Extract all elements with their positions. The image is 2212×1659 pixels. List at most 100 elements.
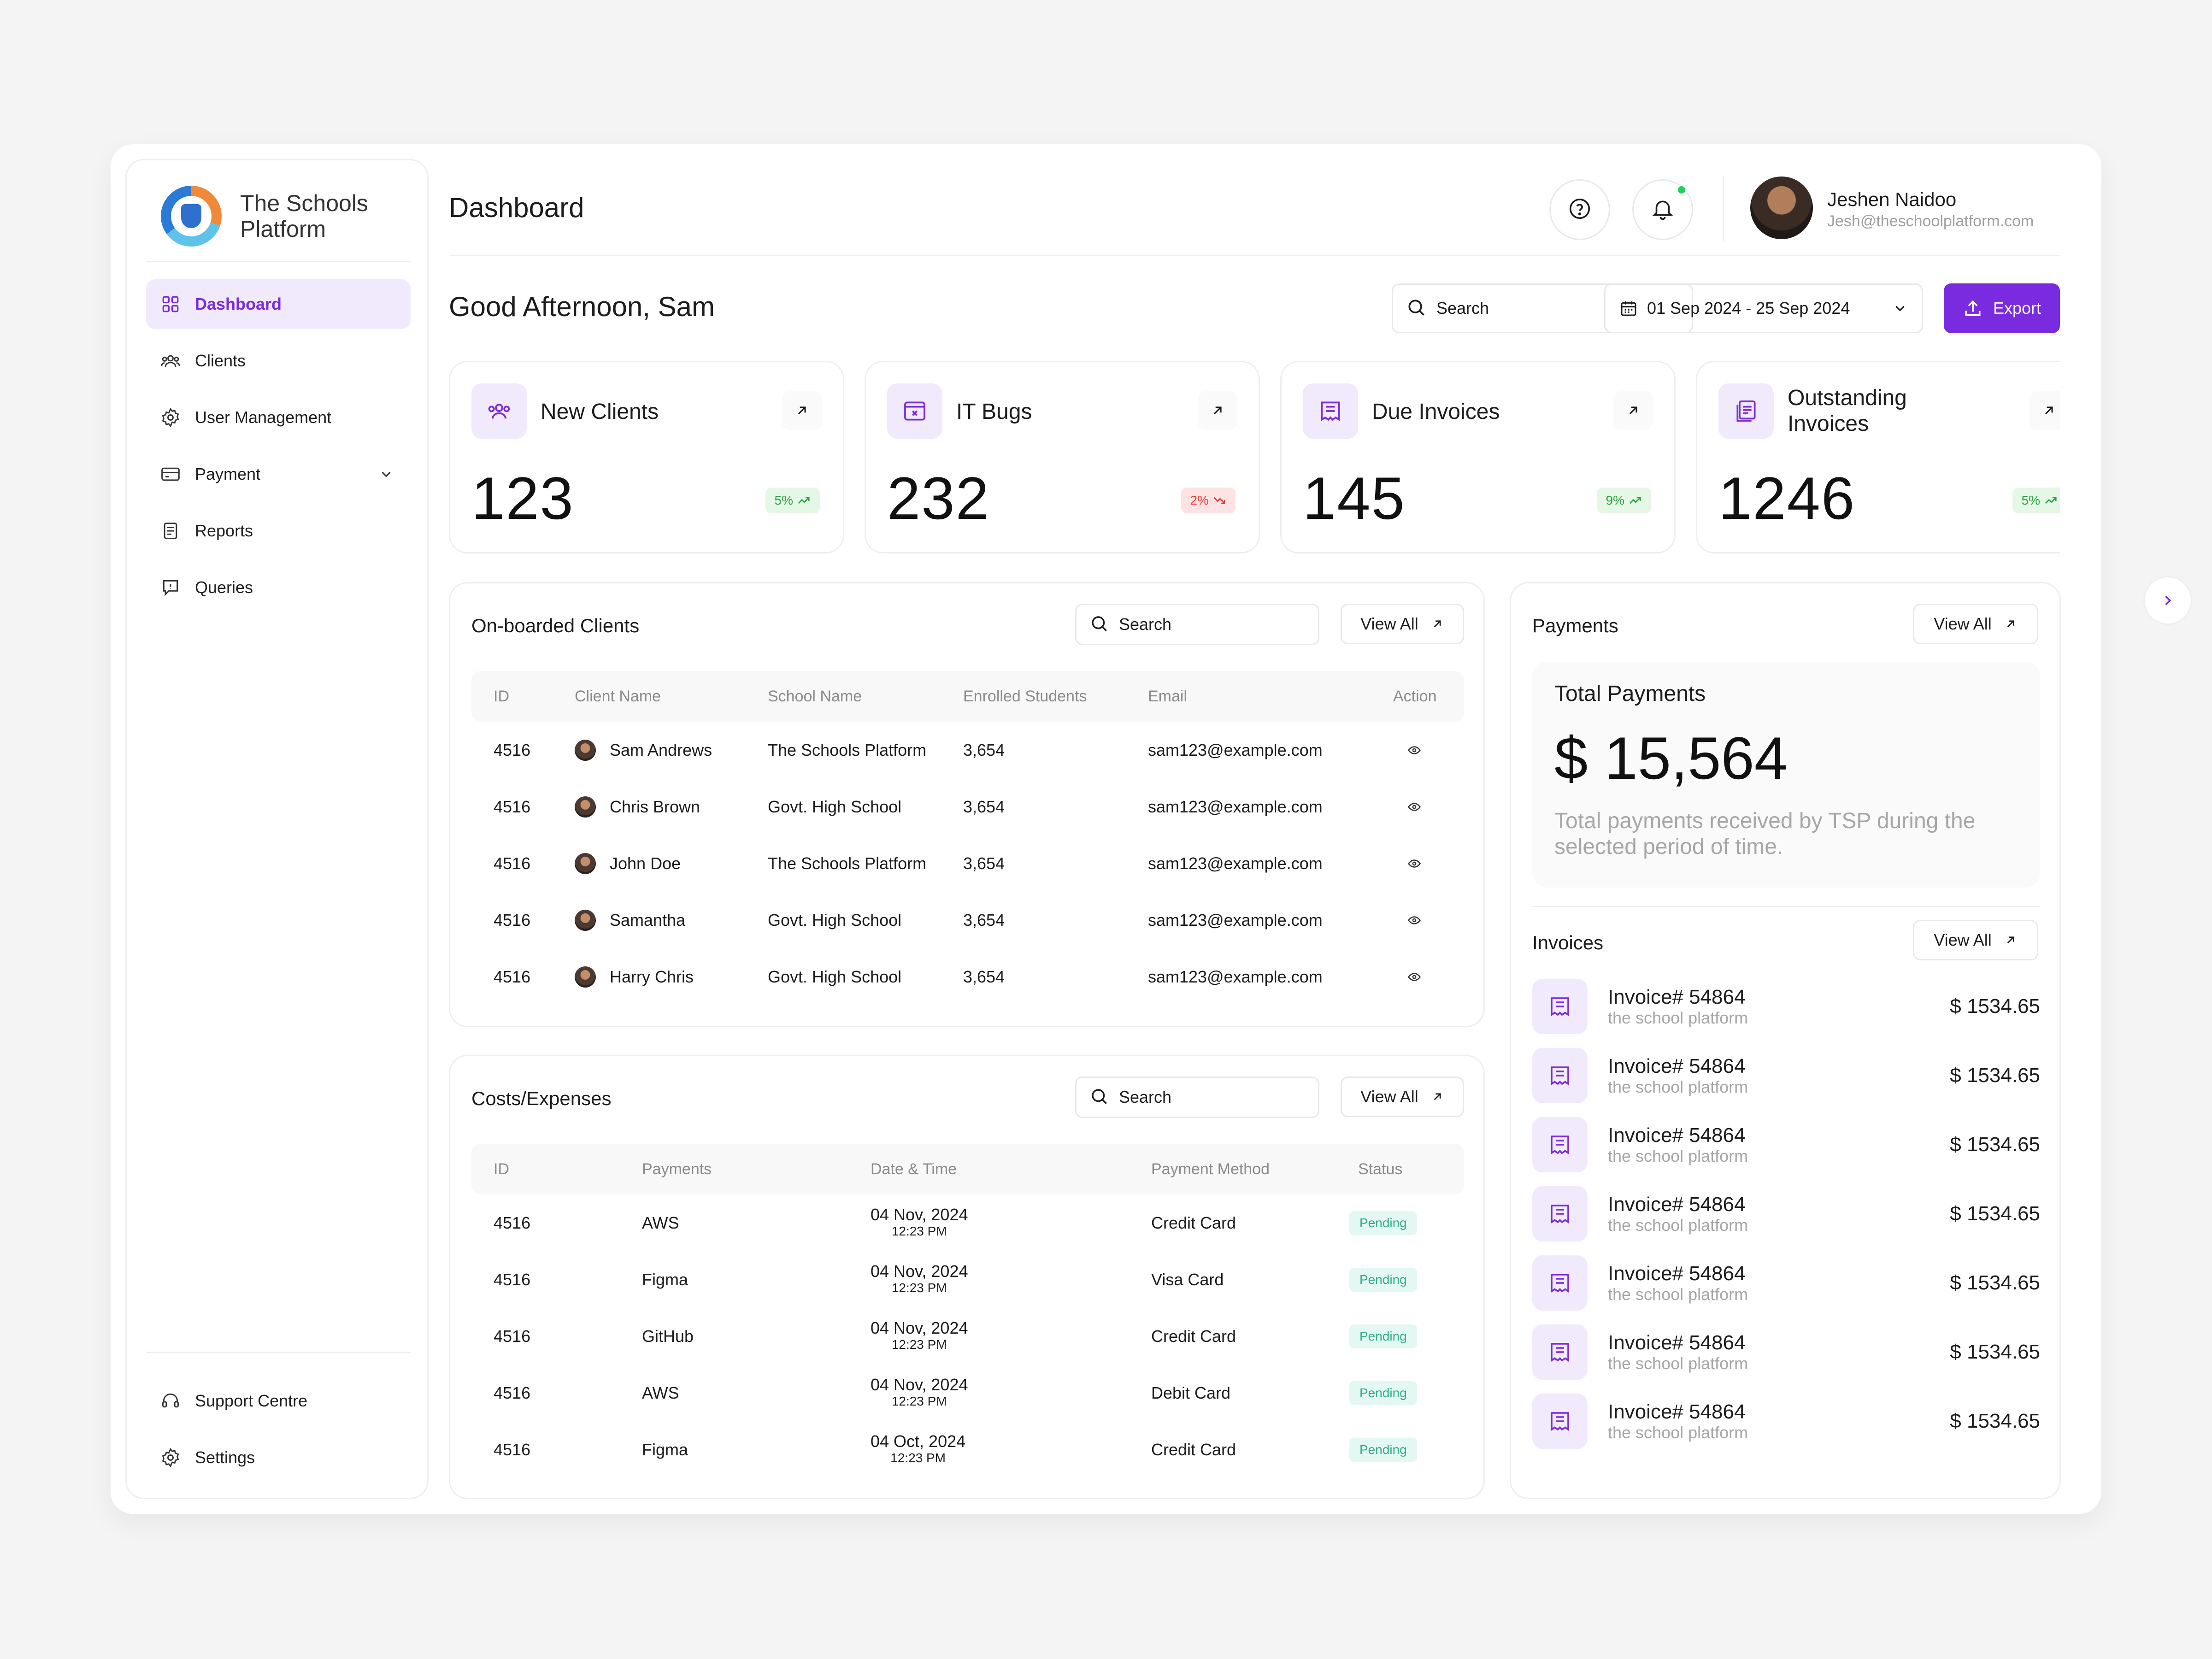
search-input[interactable] bbox=[1119, 1088, 1290, 1107]
arrow-up-right-icon[interactable] bbox=[1613, 391, 1653, 430]
sidebar-item-label: Dashboard bbox=[195, 294, 282, 313]
sidebar-item-label: Payment bbox=[195, 465, 261, 483]
export-button[interactable]: Export bbox=[1944, 283, 2060, 333]
cell-email: sam123@example.com bbox=[1148, 740, 1323, 759]
view-all-button[interactable]: View All bbox=[1341, 1077, 1464, 1117]
chevron-down-icon[interactable] bbox=[378, 466, 395, 482]
eye-icon[interactable] bbox=[1401, 737, 1427, 763]
table-row[interactable]: 4516 Chris Brown Govt. High School 3,654 sam… bbox=[471, 778, 1464, 835]
users-icon bbox=[471, 383, 527, 439]
stat-label: IT Bugs bbox=[956, 400, 1032, 424]
status-badge: Pending bbox=[1349, 1437, 1417, 1462]
invoice-icon bbox=[1532, 1048, 1588, 1103]
panel-title: On-boarded Clients bbox=[471, 615, 640, 636]
brand-logo bbox=[161, 186, 222, 247]
table-row[interactable]: 4516 AWS 04 Nov, 2024 12:23 PM Credit Card Pe… bbox=[471, 1194, 1464, 1251]
invoice-icon bbox=[1532, 1186, 1588, 1241]
search-input[interactable] bbox=[1119, 615, 1290, 634]
cell-client: Chris Brown bbox=[575, 796, 700, 818]
brand[interactable]: The Schools Platform bbox=[161, 182, 397, 251]
list-item[interactable]: Invoice# 54864 the school platform $ 1534.… bbox=[1532, 1248, 2040, 1318]
sidebar-item-user-management[interactable]: User Management bbox=[146, 393, 411, 442]
avatar bbox=[575, 909, 596, 931]
cell-client: Sam Andrews bbox=[575, 739, 712, 761]
cell-school: The Schools Platform bbox=[768, 853, 927, 873]
sidebar-item-clients[interactable]: Clients bbox=[146, 336, 411, 386]
bell-icon bbox=[1650, 196, 1675, 224]
list-item[interactable]: Invoice# 54864 the school platform $ 1534.… bbox=[1532, 1110, 2040, 1179]
arrow-up-right-icon[interactable] bbox=[782, 391, 822, 430]
list-item[interactable]: Invoice# 54864 the school platform $ 1534.… bbox=[1532, 972, 2040, 1041]
sidebar-item-label: Settings bbox=[195, 1448, 255, 1467]
stat-card-new-clients[interactable]: New Clients 123 5% bbox=[449, 361, 844, 553]
sidebar-item-settings[interactable]: Settings bbox=[146, 1433, 411, 1483]
sidebar-item-queries[interactable]: Queries bbox=[146, 563, 411, 612]
trend-up-icon bbox=[1629, 497, 1641, 504]
arrow-up-right-icon[interactable] bbox=[2029, 391, 2060, 430]
cell-school: The Schools Platform bbox=[768, 740, 927, 759]
stat-card-outstanding-invoices[interactable]: Outstanding Invoices 1246 5% bbox=[1696, 361, 2060, 553]
table-row[interactable]: 4516 Figma 04 Oct, 2024 12:23 PM Credit Card… bbox=[471, 1421, 1464, 1478]
stat-card-due-invoices[interactable]: Due Invoices 145 9% bbox=[1280, 361, 1676, 553]
table-row[interactable]: 4516 AWS 04 Nov, 2024 12:23 PM Debit Card Pen… bbox=[471, 1365, 1464, 1421]
help-button[interactable] bbox=[1549, 179, 1610, 240]
date-range-picker[interactable]: 01 Sep 2024 - 25 Sep 2024 bbox=[1604, 283, 1923, 333]
carousel-next-button[interactable] bbox=[2143, 576, 2192, 625]
stat-label: New Clients bbox=[541, 400, 659, 424]
cell-students: 3,654 bbox=[963, 910, 1005, 930]
cell-method: Visa Card bbox=[1151, 1270, 1224, 1289]
view-all-button[interactable]: View All bbox=[1913, 604, 2038, 644]
trend-badge: 5% bbox=[765, 488, 820, 513]
cell-students: 3,654 bbox=[963, 853, 1005, 873]
user-email: Jesh@theschoolplatform.com bbox=[1827, 212, 2034, 230]
payments-panel: Payments View All Total Payments $ 15,56… bbox=[1510, 582, 2061, 1499]
list-item[interactable]: Invoice# 54864 the school platform $ 1534.… bbox=[1532, 1387, 2040, 1456]
invoice-icon bbox=[1532, 979, 1588, 1034]
cell-email: sam123@example.com bbox=[1148, 910, 1323, 930]
cell-email: sam123@example.com bbox=[1148, 967, 1323, 986]
table-row[interactable]: 4516 Figma 04 Nov, 2024 12:23 PM Visa Card Pe… bbox=[471, 1251, 1464, 1308]
stat-card-it-bugs[interactable]: IT Bugs 232 2% bbox=[865, 361, 1260, 553]
sidebar-item-label: Queries bbox=[195, 578, 253, 597]
sidebar-item-reports[interactable]: Reports bbox=[146, 506, 411, 556]
page-title: Dashboard bbox=[449, 192, 584, 223]
user-avatar[interactable] bbox=[1750, 176, 1813, 239]
stat-label: Due Invoices bbox=[1372, 400, 1500, 424]
list-item[interactable]: Invoice# 54864 the school platform $ 1534.… bbox=[1532, 1041, 2040, 1110]
invoice-icon bbox=[1532, 1324, 1588, 1380]
eye-icon[interactable] bbox=[1401, 794, 1427, 820]
divider bbox=[146, 1352, 411, 1353]
eye-icon[interactable] bbox=[1401, 964, 1427, 990]
view-all-button[interactable]: View All bbox=[1341, 604, 1464, 644]
search-input[interactable] bbox=[1436, 299, 1651, 318]
cell-id: 4516 bbox=[494, 1440, 531, 1459]
sidebar-item-support-centre[interactable]: Support Centre bbox=[146, 1376, 411, 1426]
eye-icon[interactable] bbox=[1401, 851, 1427, 877]
eye-icon[interactable] bbox=[1401, 907, 1427, 933]
list-item[interactable]: Invoice# 54864 the school platform $ 1534.… bbox=[1532, 1318, 2040, 1387]
cell-school: Govt. High School bbox=[768, 910, 902, 930]
cell-client: Samantha bbox=[575, 909, 685, 931]
gear-icon bbox=[160, 407, 181, 428]
stat-label: Outstanding Invoices bbox=[1788, 386, 1907, 436]
costs-table: ID Payments Date & Time Payment Method S… bbox=[471, 1144, 1464, 1478]
arrow-up-right-icon bbox=[1434, 620, 1441, 628]
table-row[interactable]: 4516 Sam Andrews The Schools Platform 3,654… bbox=[471, 722, 1464, 778]
cell-payment: GitHub bbox=[642, 1326, 694, 1346]
sidebar-nav: Dashboard Clients User Management Paymen… bbox=[146, 279, 411, 619]
arrow-up-right-icon[interactable] bbox=[1198, 391, 1237, 430]
table-row[interactable]: 4516 GitHub 04 Nov, 2024 12:23 PM Credit Car… bbox=[471, 1308, 1464, 1365]
sidebar-item-dashboard[interactable]: Dashboard bbox=[146, 279, 411, 329]
table-row[interactable]: 4516 John Doe The Schools Platform 3,654 sam… bbox=[471, 835, 1464, 892]
search-icon bbox=[1089, 614, 1109, 635]
search-icon bbox=[1406, 297, 1426, 320]
cell-client: John Doe bbox=[575, 853, 681, 874]
table-row[interactable]: 4516 Harry Chris Govt. High School 3,654 sam… bbox=[471, 948, 1464, 1005]
view-all-button[interactable]: View All bbox=[1913, 920, 2038, 960]
sidebar-item-label: Reports bbox=[195, 521, 253, 540]
notifications-button[interactable] bbox=[1632, 179, 1693, 240]
list-item[interactable]: Invoice# 54864 the school platform $ 1534.… bbox=[1532, 1179, 2040, 1248]
sidebar-item-payment[interactable]: Payment bbox=[146, 449, 411, 499]
table-row[interactable]: 4516 Samantha Govt. High School 3,654 sam123… bbox=[471, 892, 1464, 948]
trend-badge: 5% bbox=[2012, 488, 2060, 513]
